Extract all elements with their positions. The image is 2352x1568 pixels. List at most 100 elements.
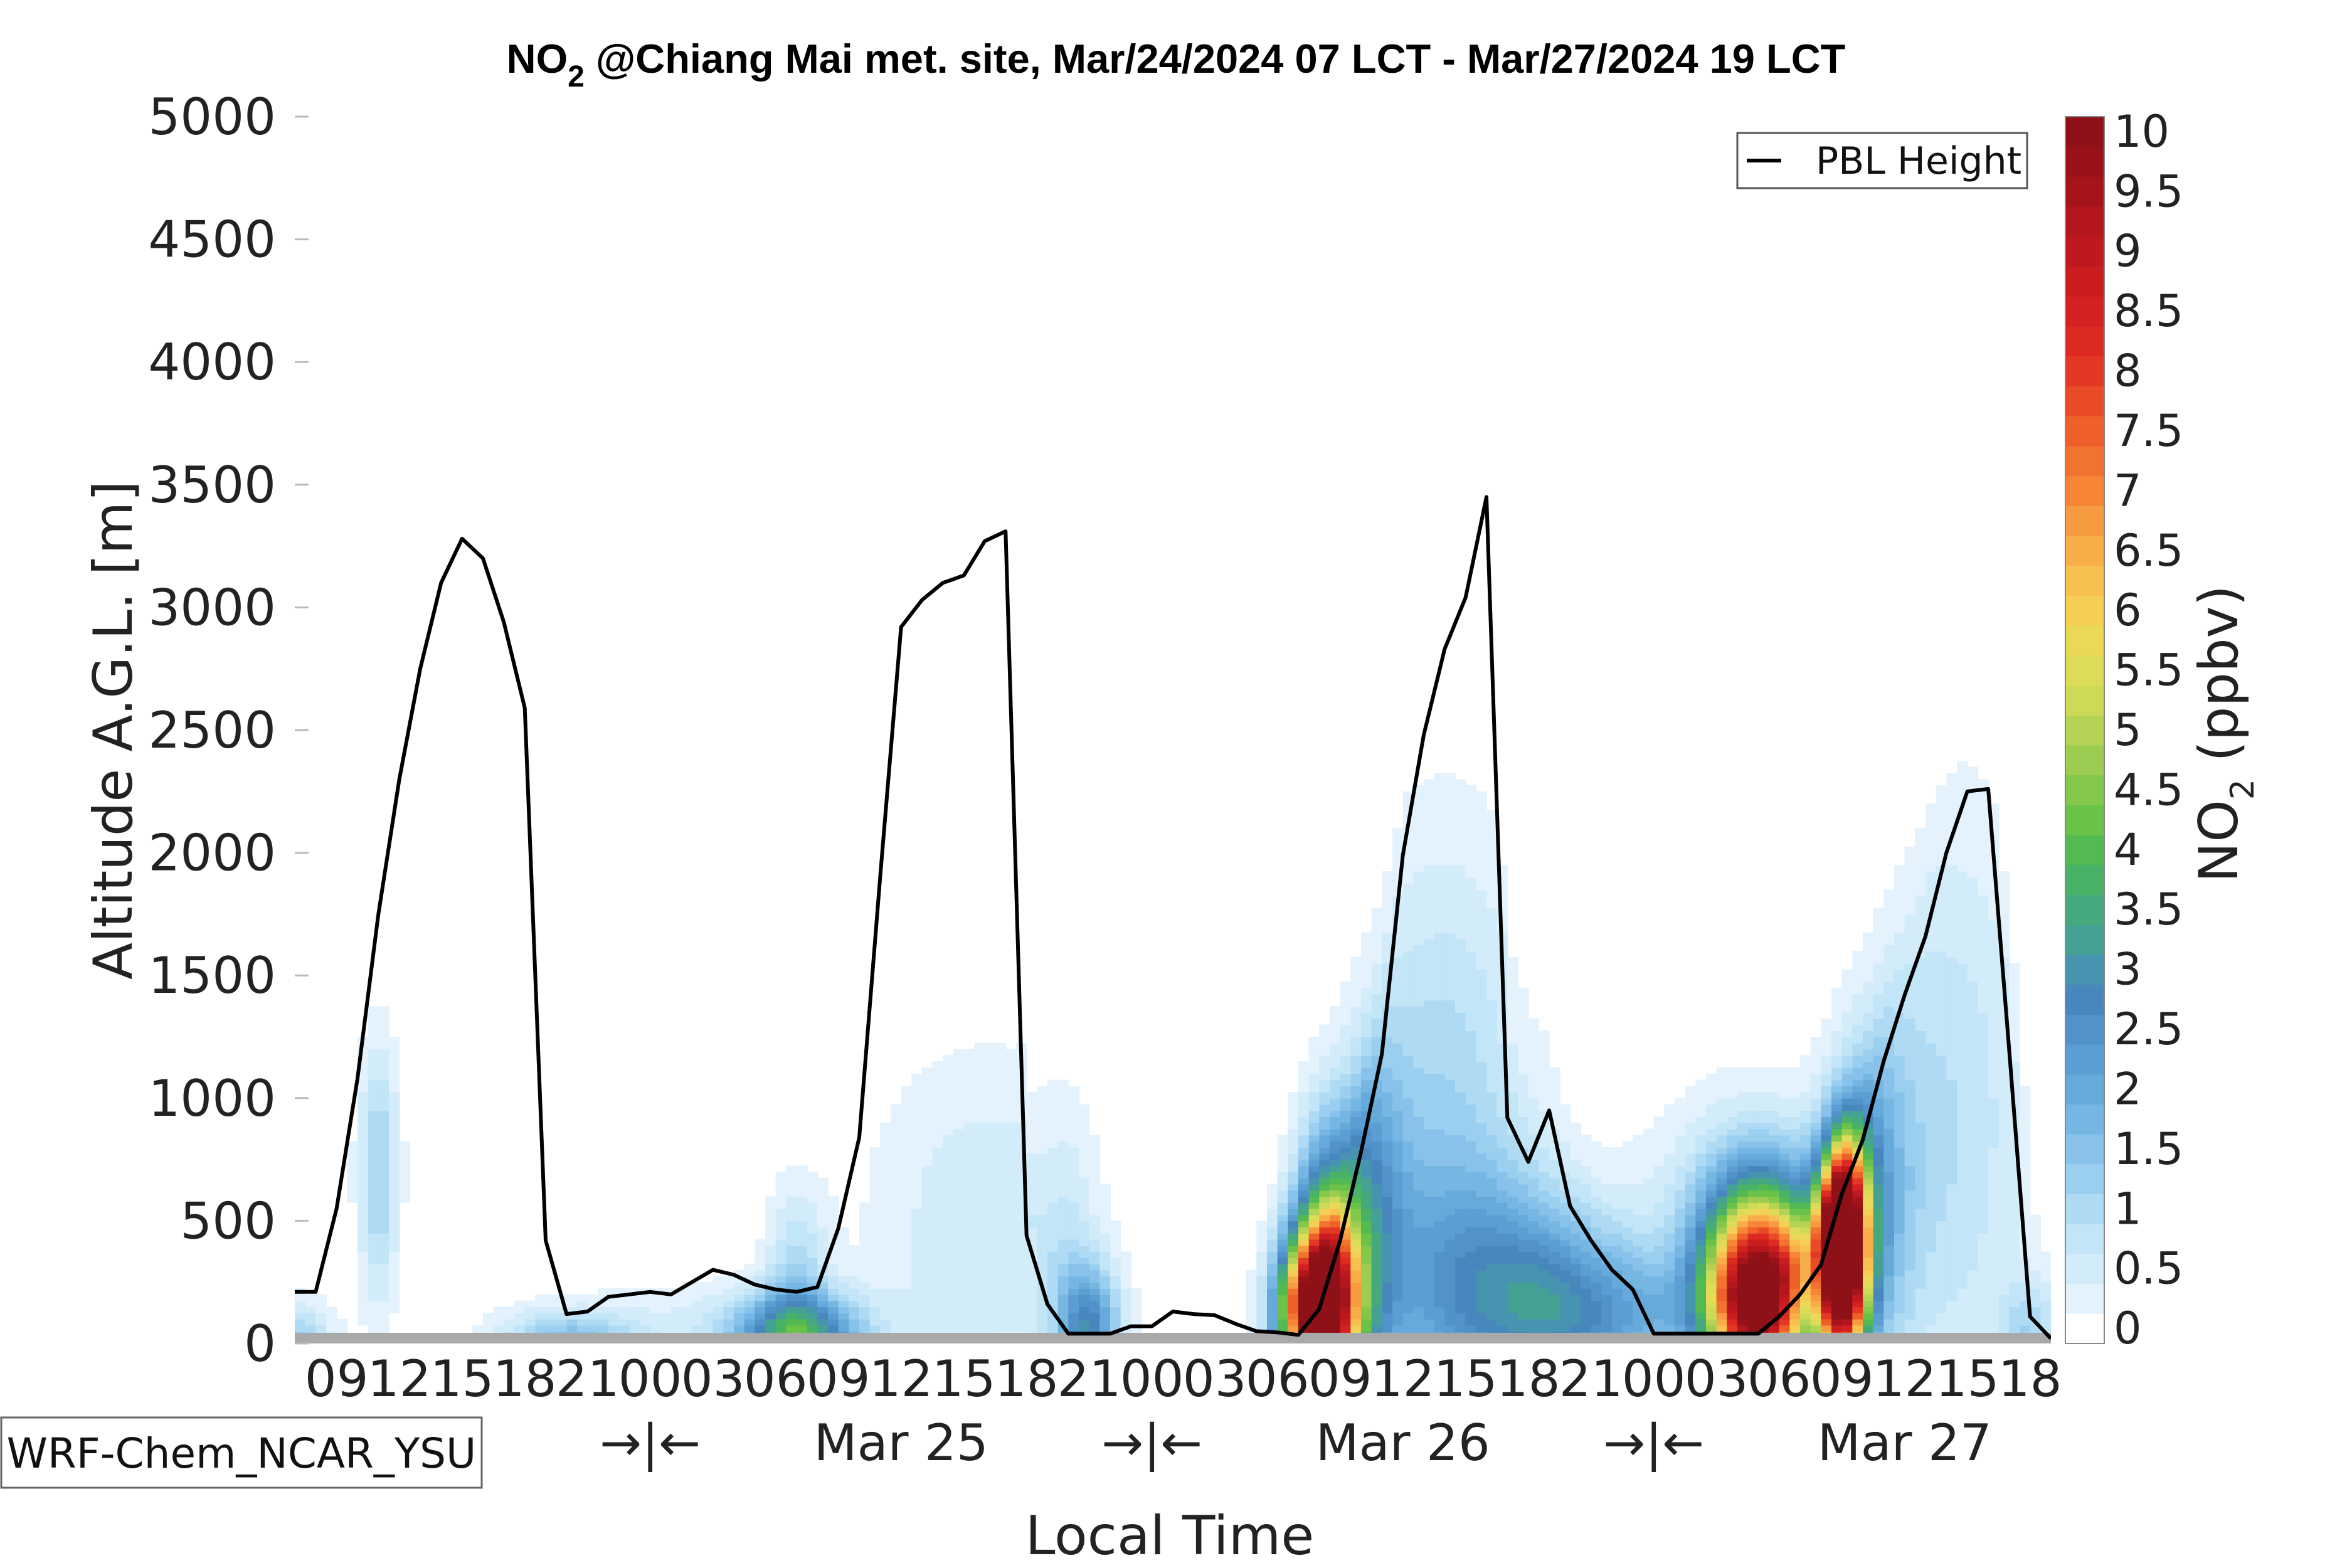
contour-cell xyxy=(1361,1067,1372,1081)
contour-cell xyxy=(1612,1147,1623,1185)
contour-cell xyxy=(1308,1153,1320,1160)
contour-cell xyxy=(368,1232,379,1264)
contour-cell xyxy=(1465,1172,1477,1191)
contour-cell xyxy=(1528,1208,1540,1222)
colorbar-segment xyxy=(2065,1044,2104,1075)
contour-cell xyxy=(1664,1153,1675,1185)
contour-cell xyxy=(1653,1227,1665,1246)
contour-cell xyxy=(1496,1214,1508,1234)
contour-cell xyxy=(493,1306,505,1326)
contour-cell xyxy=(1789,1227,1801,1234)
contour-cell xyxy=(1779,1239,1791,1246)
contour-cell xyxy=(1476,1245,1487,1271)
contour-cell xyxy=(1852,1165,1863,1172)
contour-cell xyxy=(953,1128,965,1343)
contour-cell xyxy=(817,1177,829,1227)
contour-cell xyxy=(1727,1300,1738,1308)
contour-cell xyxy=(995,1042,1007,1123)
contour-cell xyxy=(1863,1061,1874,1074)
contour-cell xyxy=(1821,1159,1832,1167)
contour-cell xyxy=(1549,1251,1560,1264)
contour-cell xyxy=(1873,1325,1885,1332)
contour-cell xyxy=(1852,1098,1863,1105)
contour-cell xyxy=(1873,1098,1885,1117)
contour-cell xyxy=(1967,877,1979,982)
contour-cell xyxy=(1852,1079,1863,1087)
contour-cell xyxy=(1057,1263,1069,1277)
contour-cell xyxy=(1758,1251,1769,1332)
chart-title: NO2 @Chiang Mai met. site, Mar/24/2024 0… xyxy=(507,36,1846,93)
contour-cell xyxy=(1800,1227,1811,1234)
contour-cell xyxy=(1256,1221,1268,1253)
contour-cell xyxy=(1330,1232,1341,1240)
contour-cell xyxy=(1434,773,1446,866)
contour-cell xyxy=(1288,1202,1299,1209)
contour-cell xyxy=(1402,951,1414,1007)
contour-cell xyxy=(1350,1306,1362,1320)
contour-cell xyxy=(1810,1153,1822,1160)
colorbar-segment xyxy=(2065,954,2104,985)
model-label-box: WRF-Chem_NCAR_YSU xyxy=(0,1416,483,1489)
contour-cell xyxy=(765,1282,776,1289)
contour-cell xyxy=(1267,1184,1278,1209)
contour-cell xyxy=(1946,1184,1957,1301)
contour-cell xyxy=(1863,1030,1874,1050)
contour-cell xyxy=(744,1288,756,1295)
x-tick-label: 15 xyxy=(932,1350,996,1408)
contour-cell xyxy=(1841,1122,1853,1130)
contour-cell xyxy=(1769,1135,1780,1142)
contour-cell xyxy=(1549,1239,1560,1253)
contour-cell xyxy=(1810,1110,1822,1123)
contour-cell xyxy=(1350,1196,1362,1203)
contour-cell xyxy=(1758,1245,1769,1253)
x-tick-label: 09 xyxy=(305,1350,369,1408)
contour-cell xyxy=(1591,1269,1602,1283)
contour-cell xyxy=(1769,1245,1780,1253)
contour-cell xyxy=(1747,1258,1759,1332)
contour-cell xyxy=(1936,951,1947,1056)
contour-cell xyxy=(1622,1141,1634,1185)
contour-cell xyxy=(1904,1165,1916,1191)
contour-cell xyxy=(1727,1232,1738,1240)
contour-cell xyxy=(1737,1165,1749,1172)
contour-cell xyxy=(859,1282,871,1295)
contour-cell xyxy=(1308,1092,1320,1111)
contour-cell xyxy=(1706,1190,1717,1197)
contour-cell xyxy=(1402,1055,1414,1099)
contour-cell xyxy=(734,1313,745,1326)
contour-cell xyxy=(1810,1141,1822,1148)
contour-cell xyxy=(1716,1208,1728,1216)
contour-cell xyxy=(1810,1122,1822,1130)
contour-cell xyxy=(566,1294,578,1308)
contour-cell xyxy=(1706,1184,1717,1191)
contour-cell xyxy=(1737,1135,1749,1142)
contour-cell xyxy=(1382,1092,1393,1117)
contour-cell xyxy=(1926,1251,1937,1326)
contour-cell xyxy=(1716,1159,1728,1172)
contour-cell xyxy=(1789,1184,1801,1191)
contour-cell xyxy=(1769,1239,1780,1246)
contour-cell xyxy=(1821,1104,1832,1117)
contour-cell xyxy=(1330,1141,1341,1154)
contour-cell xyxy=(1371,1141,1383,1160)
contour-cell xyxy=(995,1122,1007,1332)
contour-cell xyxy=(1570,1196,1581,1209)
contour-cell xyxy=(368,1300,379,1343)
contour-cell xyxy=(1978,1012,1989,1234)
contour-cell xyxy=(1340,1184,1352,1191)
contour-cell xyxy=(1298,1245,1310,1253)
contour-cell xyxy=(1350,1245,1362,1253)
contour-cell xyxy=(963,1049,975,1123)
contour-cell xyxy=(1863,1276,1874,1283)
contour-cell xyxy=(1747,1251,1759,1258)
colorbar-segment xyxy=(2065,924,2104,955)
contour-cell xyxy=(1758,1147,1769,1154)
contour-cell xyxy=(1622,1184,1634,1209)
contour-cell xyxy=(765,1306,776,1313)
contour-cell xyxy=(1288,1227,1299,1234)
contour-cell xyxy=(1883,889,1895,946)
contour-cell xyxy=(1706,1300,1717,1308)
contour-cell xyxy=(765,1288,776,1295)
contour-cell xyxy=(1465,1104,1477,1142)
